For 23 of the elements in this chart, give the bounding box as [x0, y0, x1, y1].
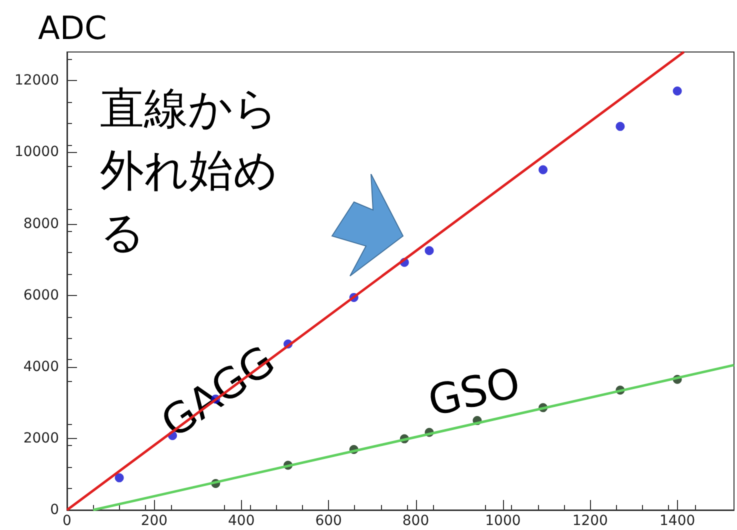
point: [114, 473, 124, 482]
y-tick-label: 6000: [23, 287, 59, 304]
point: [424, 246, 434, 256]
y-tick-label: 2000: [23, 430, 59, 446]
x-tick-label: 600: [315, 513, 342, 529]
x-tick-label: 800: [402, 513, 430, 529]
y-tick-label: 8000: [23, 216, 59, 232]
x-tick-label: 1400: [660, 513, 696, 529]
point: [538, 165, 548, 174]
x-tick-label: 1000: [485, 513, 521, 529]
y-tick-label: 12000: [14, 72, 59, 89]
text: GSO: [424, 358, 524, 426]
y-tick-label: 4000: [23, 358, 59, 375]
y-tick-label: 10000: [14, 144, 59, 160]
y-axis-title: ADC: [38, 9, 107, 47]
x-tick-label: 400: [228, 513, 255, 529]
y-tick-label: 0: [50, 502, 59, 518]
point: [672, 86, 682, 96]
annotation: 直線から外れ始める: [100, 84, 278, 258]
point: [616, 122, 625, 131]
x-tick-label: 200: [140, 513, 168, 529]
x-tick-label: 1200: [572, 513, 608, 529]
x-tick-label: 0: [62, 513, 72, 529]
